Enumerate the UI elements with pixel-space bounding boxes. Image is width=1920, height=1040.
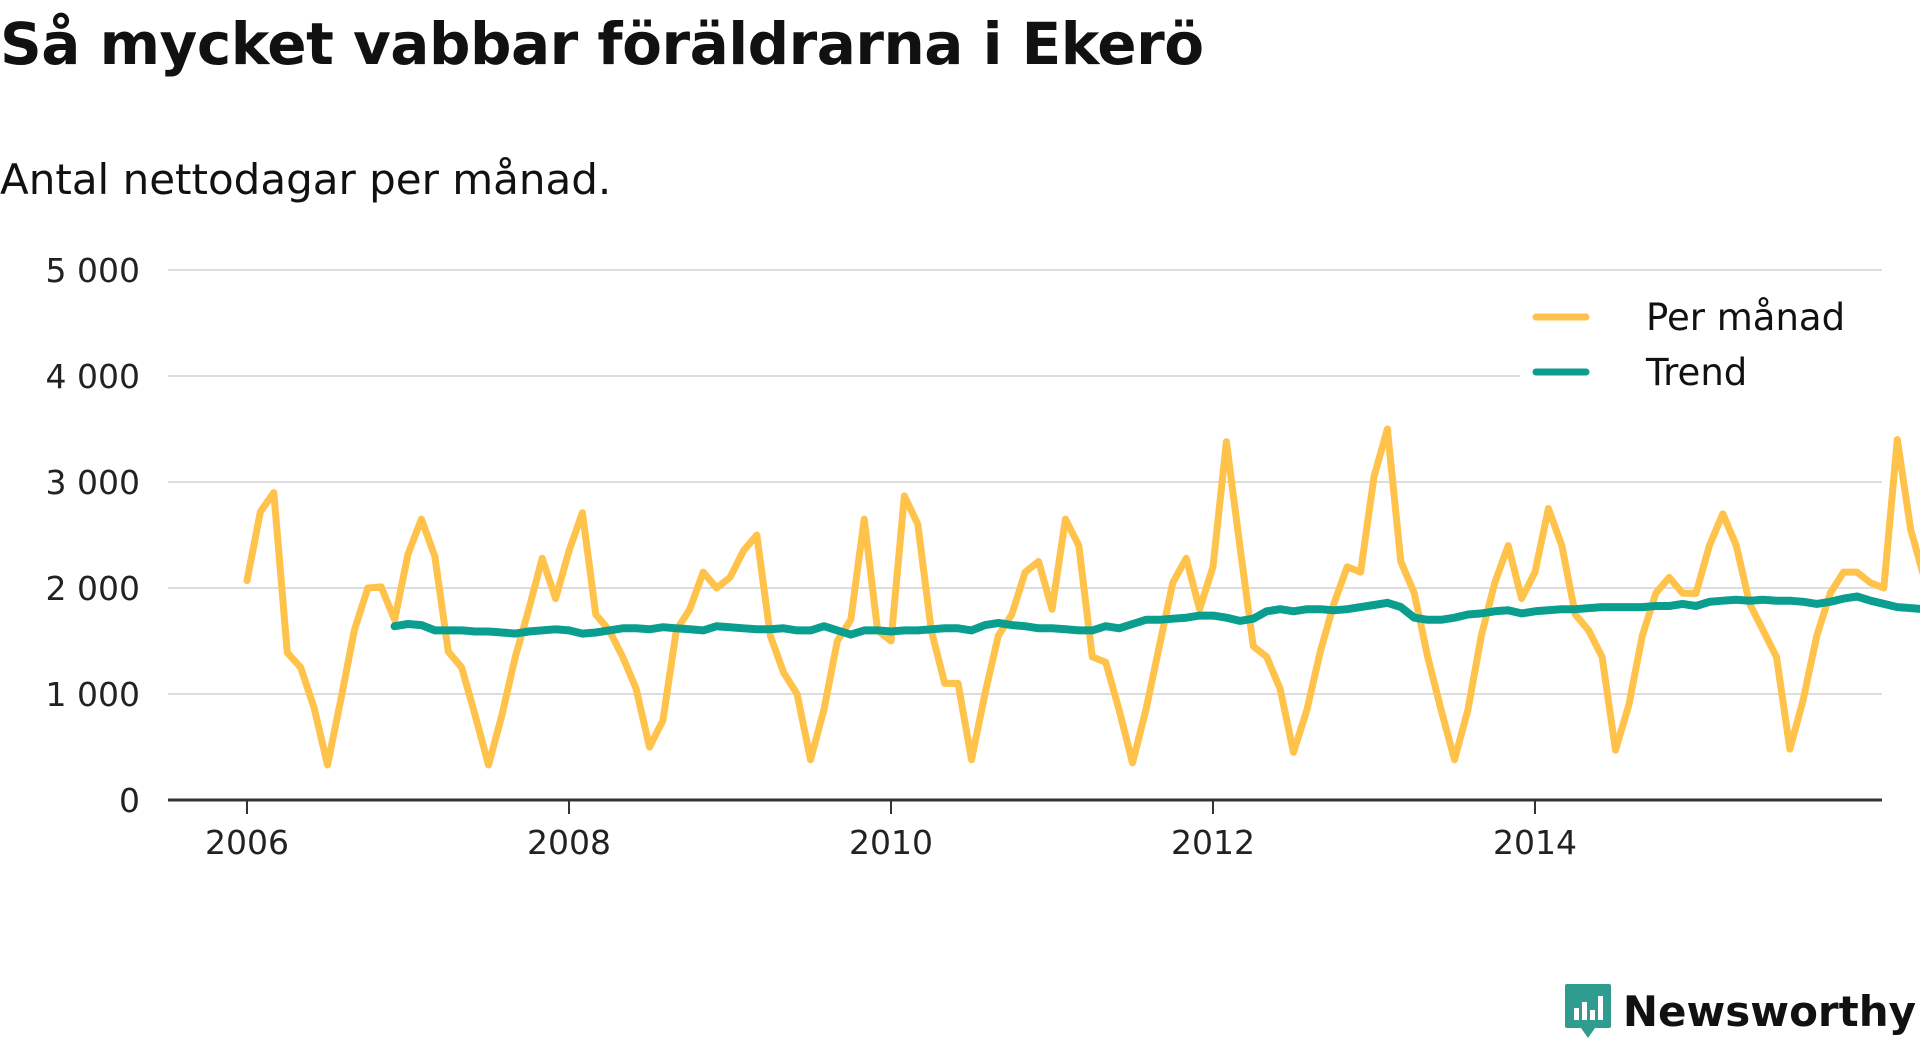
brand-name: Newsworthy bbox=[1622, 986, 1916, 1036]
x-tick-label: 2012 bbox=[1171, 823, 1255, 862]
legend-label-per-manad: Per månad bbox=[1646, 296, 1845, 339]
chart-title: Så mycket vabbar föräldrarna i Ekerö bbox=[0, 10, 1204, 78]
legend: Per månad Trend bbox=[1520, 290, 1886, 394]
y-tick-label: 4 000 bbox=[46, 357, 140, 396]
x-tick-label: 2006 bbox=[205, 823, 289, 862]
series-lines bbox=[243, 425, 1920, 769]
newsworthy-logo: Newsworthy bbox=[1563, 982, 1916, 1040]
x-tick-label: 2008 bbox=[527, 823, 611, 862]
x-tick-label: 2014 bbox=[1493, 823, 1577, 862]
y-axis-ticks: 0 1 000 2 000 3 000 4 000 5 000 bbox=[46, 251, 140, 820]
x-tick-label: 2010 bbox=[849, 823, 933, 862]
y-tick-label: 0 bbox=[119, 781, 140, 820]
y-tick-label: 1 000 bbox=[46, 675, 140, 714]
legend-label-trend: Trend bbox=[1645, 351, 1747, 394]
y-tick-label: 2 000 bbox=[46, 569, 140, 608]
x-axis-ticks: 2006200820102012201420172019202120232025 bbox=[205, 800, 1577, 862]
y-tick-label: 5 000 bbox=[46, 251, 140, 290]
series-per-manad-line bbox=[243, 425, 1920, 769]
y-tick-label: 3 000 bbox=[46, 463, 140, 502]
bar-chart-speech-bubble-icon bbox=[1564, 984, 1611, 1038]
chart-subtitle: Antal nettodagar per månad. bbox=[0, 155, 612, 204]
series-trend-line bbox=[390, 592, 1920, 639]
